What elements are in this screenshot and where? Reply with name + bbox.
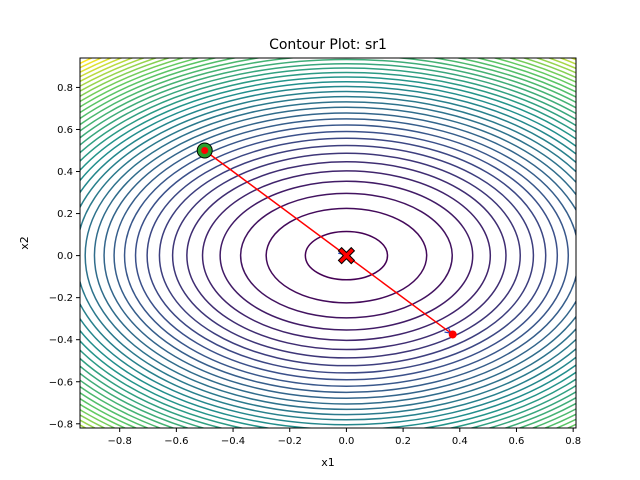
contour-level — [80, 76, 576, 428]
path-segment — [204, 149, 347, 257]
contour-level — [201, 170, 492, 342]
contour-level — [219, 180, 474, 331]
contour-level — [171, 152, 521, 359]
x-tick-label: −0.2 — [278, 436, 302, 447]
contour-level — [186, 160, 507, 351]
y-tick-label: 0.2 — [57, 209, 73, 220]
contour-level — [80, 90, 576, 421]
contour-level — [80, 85, 576, 426]
y-tick-label: −0.8 — [49, 419, 73, 430]
contour-level — [146, 137, 547, 374]
contour-level — [80, 81, 576, 428]
contour-level — [80, 58, 576, 428]
contour-level — [239, 192, 453, 319]
y-axis-ticks: −0.8 −0.6 −0.4 −0.2 0.0 0.2 0.4 0.6 0.8 — [49, 83, 80, 430]
start-point-dot — [201, 147, 209, 154]
y-tick-label: 0.8 — [57, 83, 73, 94]
contour-level — [80, 67, 576, 428]
x-tick-label: −0.6 — [164, 436, 188, 447]
x-tick-label: −0.4 — [221, 436, 245, 447]
path-segment — [345, 255, 454, 336]
end-point — [448, 330, 457, 339]
optimum-x-marker — [337, 246, 356, 265]
y-tick-label: −0.4 — [49, 335, 73, 346]
contour-level — [80, 95, 576, 416]
contour-level — [265, 207, 428, 304]
y-tick-label: −0.2 — [49, 293, 73, 304]
contour-level — [84, 101, 576, 411]
x-tick-label: 0.2 — [395, 436, 411, 447]
contour-level — [80, 71, 576, 428]
x-tick-label: 0.4 — [452, 436, 468, 447]
contour-level — [93, 106, 576, 405]
y-tick-label: −0.6 — [49, 377, 73, 388]
x-tick-label: −0.8 — [108, 436, 132, 447]
x-tick-label: 0.6 — [509, 436, 525, 447]
y-tick-label: 0.0 — [57, 251, 73, 262]
contour-level — [134, 130, 559, 381]
contour-level — [158, 144, 535, 367]
contour-lines — [80, 58, 576, 428]
plot-frame — [79, 57, 577, 429]
contour-level — [123, 124, 570, 387]
y-tick-label: 0.6 — [57, 125, 73, 136]
optimization-path — [196, 142, 457, 339]
chart-title: Contour Plot: sr1 — [269, 37, 387, 53]
x-tick-label: 0.8 — [565, 436, 581, 447]
contour-level — [113, 118, 576, 394]
x-tick-label: 0.0 — [338, 436, 354, 447]
contour-level — [80, 63, 576, 428]
y-axis-label: x2 — [18, 236, 31, 250]
x-axis-label: x1 — [321, 456, 335, 469]
x-axis-ticks: −0.8 −0.6 −0.4 −0.2 0.0 0.2 0.4 0.6 0.8 — [108, 428, 581, 447]
y-tick-label: 0.4 — [57, 167, 73, 178]
contour-level — [304, 230, 389, 281]
contour-level — [103, 112, 576, 399]
